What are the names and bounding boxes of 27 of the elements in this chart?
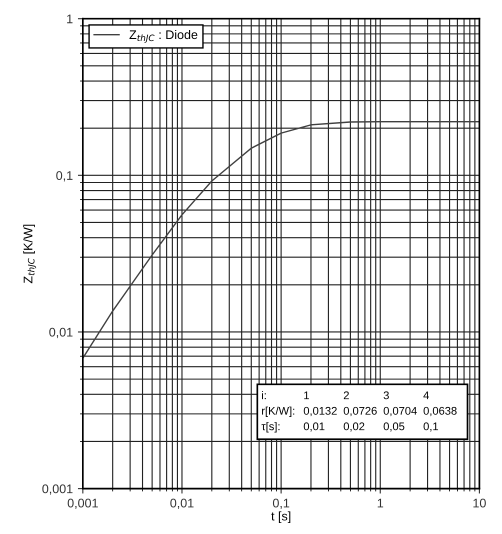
legend-label: Z$_{thJC}$ : Diode (129, 30, 198, 43)
annotation: 0,1 (424, 422, 438, 432)
x-tick-label: 10 (473, 498, 486, 508)
y-tick-label: 0,001 (42, 484, 72, 495)
y-tick-label: 0,01 (49, 328, 72, 338)
x-axis-title: t [s] (271, 511, 290, 524)
annotation: i: (262, 391, 266, 400)
x-tick-label: 1 (378, 498, 384, 508)
x-tick-label: 0,1 (272, 498, 290, 509)
annotation: r[K/W]: (262, 406, 294, 417)
annotation: 3 (384, 391, 389, 400)
x-tick-label: 0,01 (170, 498, 194, 509)
annotation: 1 (304, 392, 309, 400)
y-tick-label: 0,1 (56, 171, 72, 182)
annotation: 2 (344, 391, 349, 400)
annotation: 0,02 (344, 422, 364, 432)
y-tick-label: 1 (67, 14, 72, 24)
annotation: 0,0638 (424, 406, 457, 416)
annotation: 0,01 (304, 422, 324, 432)
annotation: 0,0132 (304, 406, 337, 416)
x-tick-label: 0,001 (68, 498, 98, 509)
y-axis-title: Z$_{thJC}$ [K/W] (23, 224, 36, 284)
annotation: 0,05 (384, 422, 404, 432)
annotation: 0,0704 (384, 406, 417, 416)
annotation: 4 (423, 392, 429, 400)
annotation: 0,0726 (344, 406, 377, 416)
annotation: τ[s]: (261, 422, 280, 432)
